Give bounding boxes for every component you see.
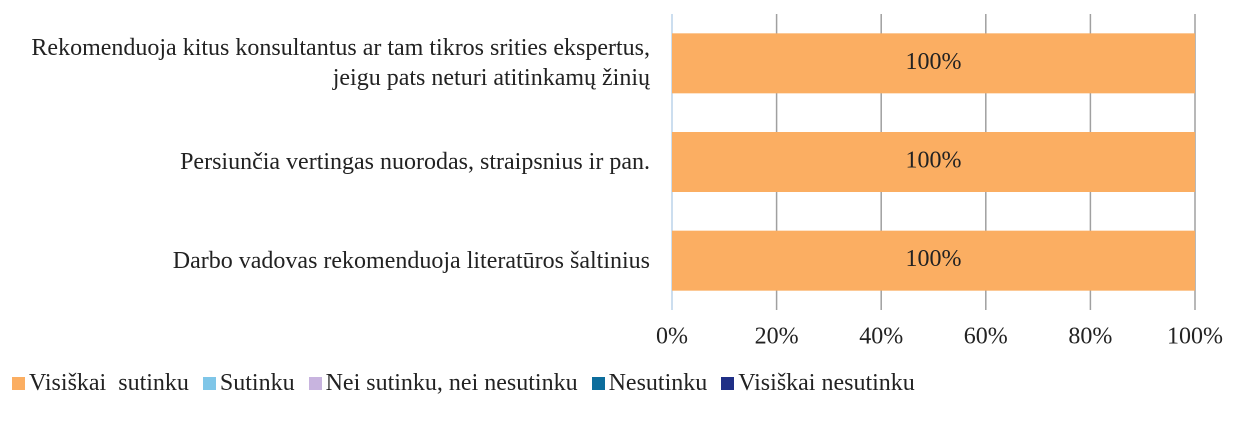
data-label: 100%: [906, 49, 962, 75]
y-tick-label: Rekomenduoja kitus konsultantus ar tam t…: [31, 35, 650, 92]
legend-swatch: [591, 377, 605, 390]
legend-item: Nesutinku: [591, 370, 708, 397]
legend-swatch: [202, 377, 216, 390]
data-label: 100%: [906, 246, 962, 272]
bar: [672, 230, 1195, 291]
x-tick-label: 100%: [1167, 324, 1223, 350]
legend-label: Sutinku: [219, 370, 295, 396]
legend-label: Visiškai sutinku: [29, 370, 189, 396]
legend-swatch: [12, 377, 25, 390]
bar: [672, 132, 1195, 192]
legend-item: Nei sutinku, nei nesutinku: [308, 370, 578, 397]
legend: Visiškai sutinku Sutinku Nei sutinku, nei …: [12, 370, 915, 397]
x-tick-label: 0%: [656, 324, 688, 350]
legend-item: Visiškai nesutinku: [721, 370, 915, 397]
legend-item: Visiškai sutinku: [12, 370, 189, 397]
x-tick-label: 80%: [1068, 324, 1112, 350]
legend-label: Visiškai nesutinku: [738, 370, 915, 396]
legend-label: Nesutinku: [608, 370, 708, 396]
legend-label: Nei sutinku, nei nesutinku: [325, 370, 578, 396]
y-tick-label: Persiunčia vertingas nuorodas, straipsni…: [180, 149, 650, 175]
bar: [672, 33, 1195, 94]
x-tick-label: 20%: [755, 324, 799, 350]
legend-swatch: [308, 377, 322, 390]
x-tick-label: 40%: [859, 324, 903, 350]
x-tick-label: 60%: [964, 324, 1008, 350]
y-tick-label: Darbo vadovas rekomenduoja literatūros š…: [172, 247, 650, 274]
legend-swatch: [721, 377, 735, 390]
data-label: 100%: [906, 148, 962, 174]
legend-item: Sutinku: [202, 370, 295, 397]
